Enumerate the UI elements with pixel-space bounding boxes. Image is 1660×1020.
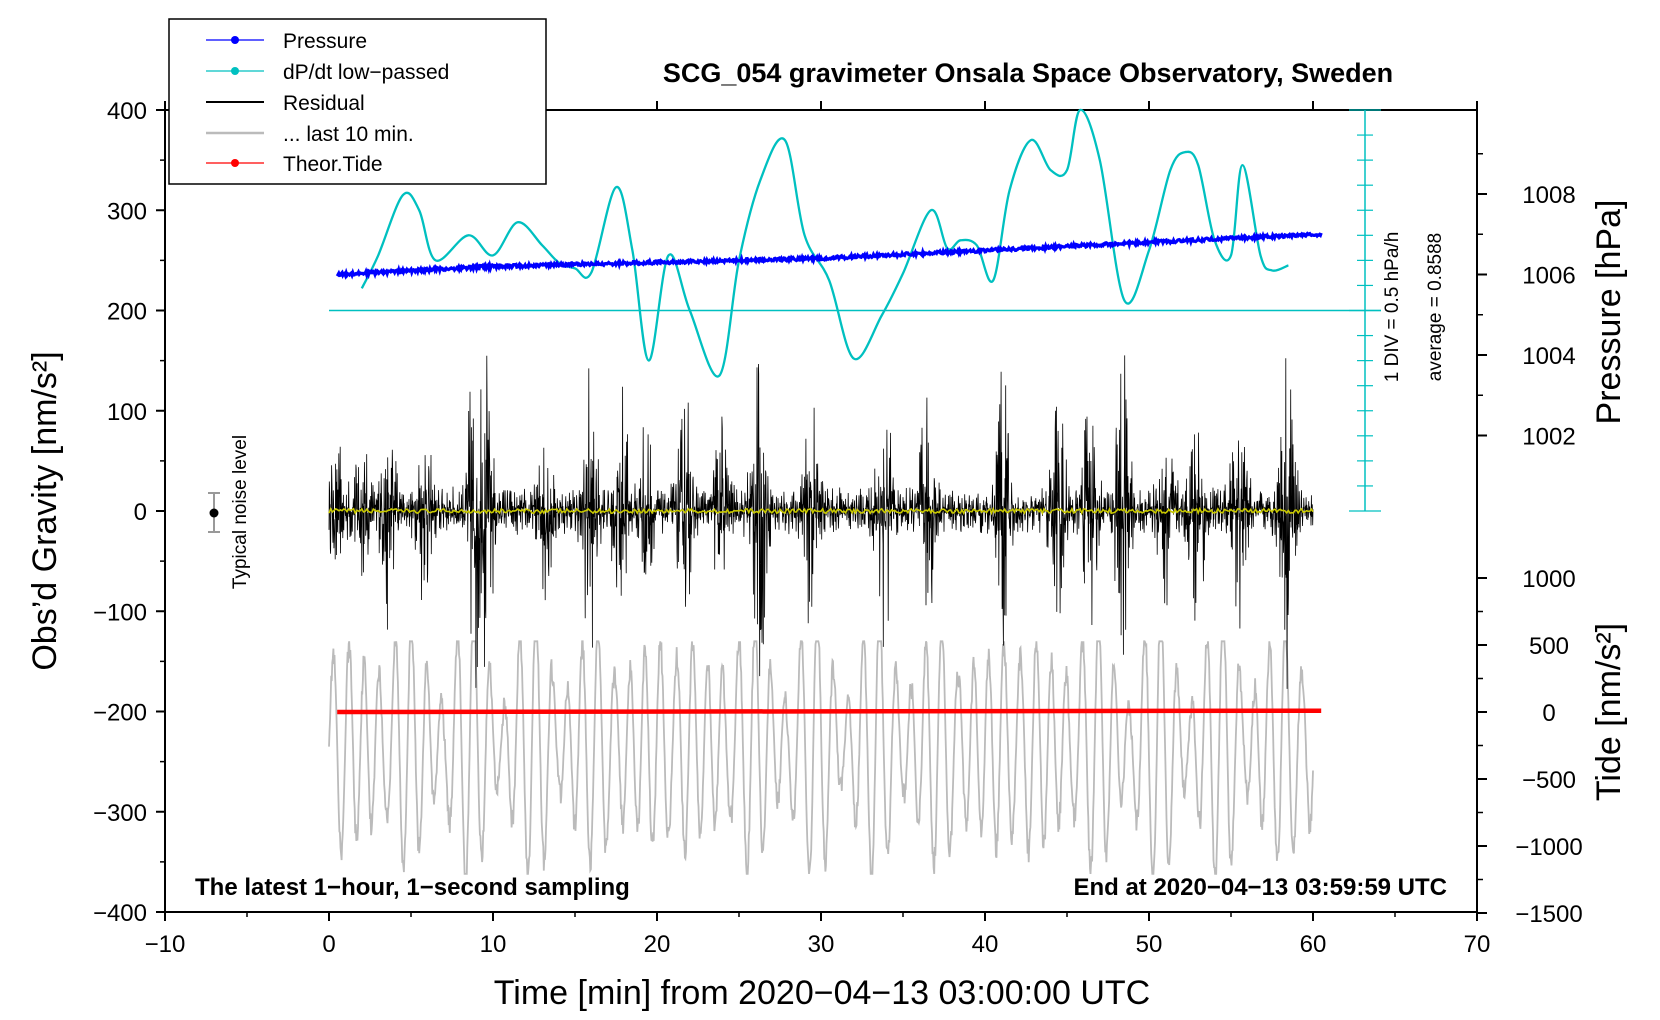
- x-tick-label: 70: [1464, 931, 1491, 958]
- pressure-tick-label: 1006: [1522, 263, 1575, 290]
- last-10-min-series: [328, 640, 1314, 875]
- y-tick-label: 100: [107, 399, 147, 426]
- tide-tick-label: 1000: [1522, 566, 1575, 593]
- legend-label-last-10-min: ... last 10 min.: [283, 123, 414, 146]
- noise-level-dot: [209, 508, 219, 518]
- x-tick-label: 20: [644, 931, 671, 958]
- y-tick-label: −400: [93, 900, 147, 927]
- legend-label-pressure: Pressure: [283, 30, 367, 53]
- tide-tick-label: 500: [1529, 633, 1569, 660]
- last-10-min-line: [328, 640, 1314, 875]
- y-tick-label: 400: [107, 98, 147, 125]
- pressure-tick-label: 1008: [1522, 182, 1575, 209]
- tide-tick-label: −1500: [1515, 901, 1582, 928]
- y-tick-label: −100: [93, 599, 147, 626]
- legend-entry-dpdt: dP/dt low−passed: [206, 61, 449, 84]
- pressure-axis-title: Pressure [hPa]: [1590, 200, 1628, 425]
- x-axis-title: Time [min] from 2020−04−13 03:00:00 UTC: [494, 974, 1150, 1012]
- low-passed-residual-line: [328, 506, 1314, 516]
- tide-tick-label: −1000: [1515, 834, 1582, 861]
- y-axis-title: Obs’d Gravity [nm/s²]: [26, 351, 64, 670]
- x-tick-label: 10: [480, 931, 507, 958]
- x-tick-label: 30: [808, 931, 835, 958]
- y-tick-label: 0: [134, 499, 147, 526]
- low-passed-residual-series: [328, 506, 1314, 516]
- x-tick-label: 50: [1136, 931, 1163, 958]
- y-tick-label: −200: [93, 700, 147, 727]
- pressure-line: [335, 230, 1323, 281]
- theor-tide-series: [337, 708, 1322, 715]
- pressure-tick-label: 1004: [1522, 343, 1575, 370]
- tide-tick-label: −500: [1522, 767, 1576, 794]
- noise-level-indicator: [208, 492, 220, 533]
- theor-tide-line: [337, 708, 1322, 715]
- chart-title: SCG_054 gravimeter Onsala Space Observat…: [663, 58, 1393, 88]
- legend-entry-residual: Residual: [206, 92, 365, 115]
- sampling-note: The latest 1−hour, 1−second sampling: [195, 874, 630, 901]
- dpdt-scale-bar: [329, 109, 1381, 512]
- y-tick-label: −300: [93, 800, 147, 827]
- legend-label-residual: Residual: [283, 92, 365, 115]
- tide-tick-label: 0: [1542, 700, 1555, 727]
- legend-label-dpdt: dP/dt low−passed: [283, 61, 449, 84]
- x-tick-label: −10: [145, 931, 186, 958]
- pressure-tick-label: 1002: [1522, 424, 1575, 451]
- legend-entry-last-10-min: ... last 10 min.: [206, 123, 414, 146]
- x-tick-label: 60: [1300, 931, 1327, 958]
- x-tick-label: 40: [972, 931, 999, 958]
- dpdt-series: [360, 108, 1289, 378]
- scale-div-label: 1 DIV = 0.5 hPa/h: [1382, 232, 1403, 383]
- tide-axis-title: Tide [nm/s²]: [1590, 623, 1628, 801]
- dpdt-line: [360, 108, 1289, 378]
- y-tick-label: 200: [107, 299, 147, 326]
- scale-average-label: average = 0.8588: [1425, 233, 1446, 381]
- noise-level-label: Typical noise level: [230, 435, 251, 589]
- x-tick-label: 0: [322, 931, 335, 958]
- axis-ticks: −10 0 10 20 30 40 50 60 704003002001000−100−200−…: [93, 98, 1583, 958]
- pressure-series: [335, 230, 1323, 281]
- end-time-note: End at 2020−04−13 03:59:59 UTC: [1073, 874, 1447, 901]
- legend-entry-theor-tide: Theor.Tide: [206, 153, 383, 176]
- legend: Pressure dP/dt low−passed Residual ... l…: [168, 18, 547, 185]
- legend-label-theor-tide: Theor.Tide: [283, 153, 383, 176]
- legend-entry-pressure: Pressure: [206, 30, 367, 53]
- y-tick-label: 300: [107, 198, 147, 225]
